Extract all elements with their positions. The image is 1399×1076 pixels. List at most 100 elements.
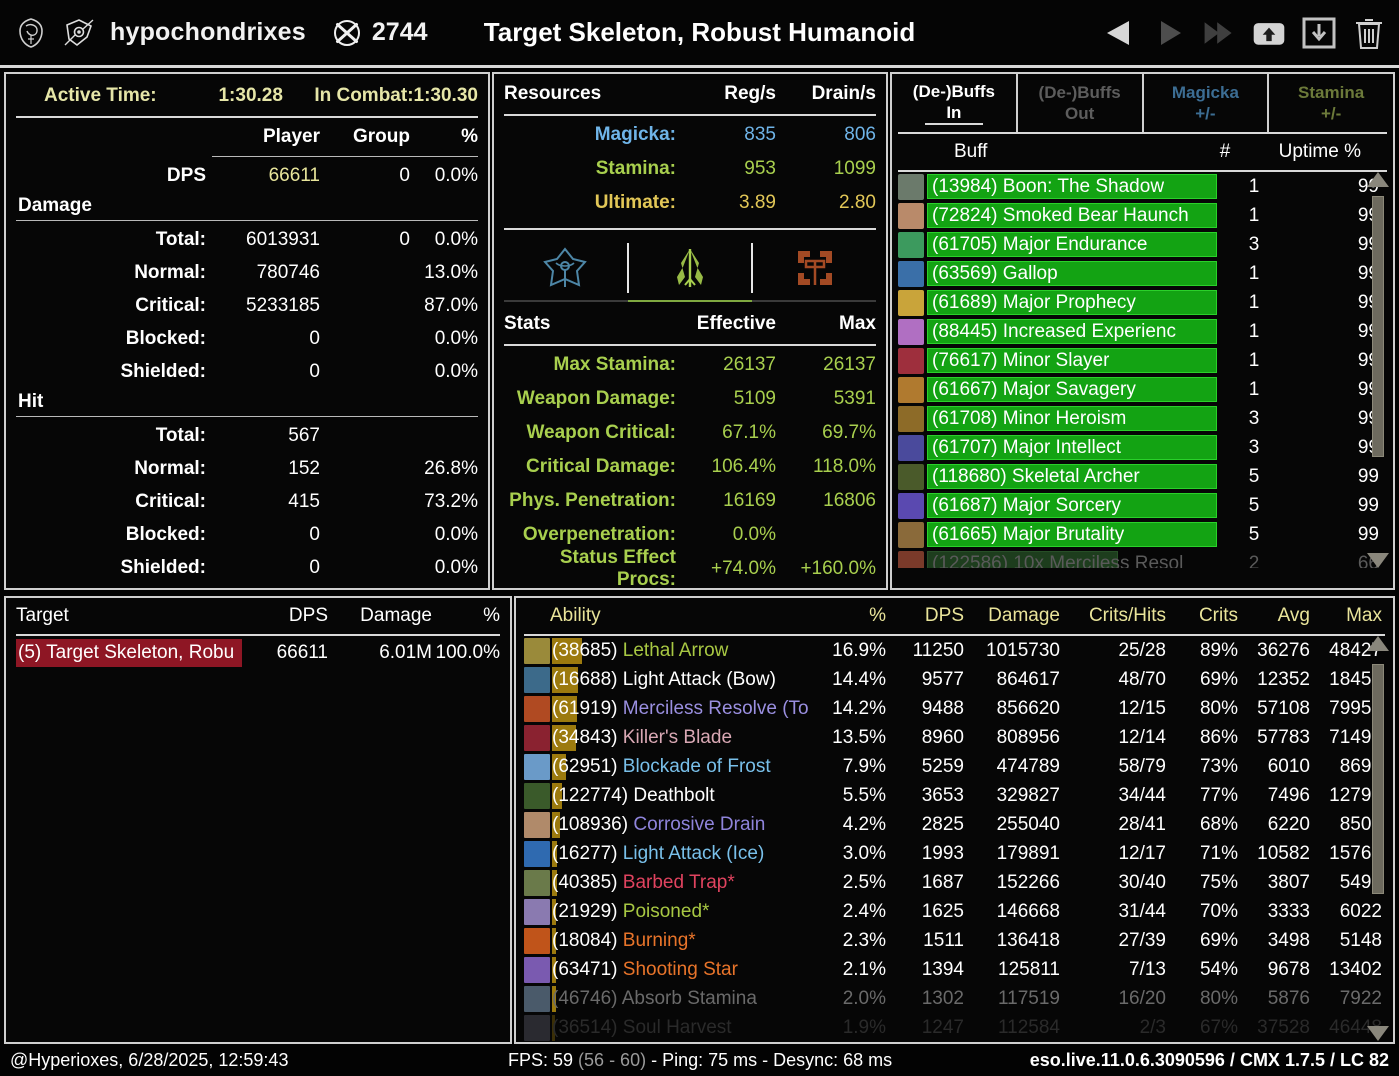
buff-row[interactable]: (61707) Major Intellect 3 99 xyxy=(892,433,1393,462)
ability-row[interactable]: (63471) Shooting Star 2.1% 1394 125811 7/13 5… xyxy=(516,955,1393,984)
buff-name: (63569) Gallop xyxy=(932,262,1058,284)
buff-icon xyxy=(898,260,924,287)
stat-max: +160.0% xyxy=(800,558,876,579)
tab-debuffs-in[interactable]: (De-)Buffs In xyxy=(892,74,1018,132)
shadow-skill-icon[interactable] xyxy=(504,240,627,296)
ability-row[interactable]: (16688) Light Attack (Bow) 14.4% 9577 86461… xyxy=(516,665,1393,694)
ability-damage: 179891 xyxy=(996,842,1060,864)
buff-row[interactable]: (88445) Increased Experienc 1 99 xyxy=(892,317,1393,346)
tab-debuffs-out[interactable]: (De-)Buffs Out xyxy=(1018,74,1144,132)
upload-folder-icon[interactable] xyxy=(1251,15,1287,51)
buff-uptime-fill xyxy=(927,522,1217,547)
ability-crits-hits: 30/40 xyxy=(1118,871,1166,893)
scroll-down-arrow[interactable] xyxy=(1367,553,1389,568)
ability-damage: 329827 xyxy=(996,784,1060,806)
scroll-track[interactable] xyxy=(1372,189,1384,551)
ability-name: Soul Harvest xyxy=(622,1016,732,1038)
ability-crits: 69% xyxy=(1199,668,1238,690)
ability-row[interactable]: (36514) Soul Harvest 1.9% 1247 112584 2/3 67%… xyxy=(516,1013,1393,1041)
scroll-thumb[interactable] xyxy=(1372,196,1384,457)
stat-label: Critical Damage: xyxy=(526,456,676,477)
col-player: Player xyxy=(262,126,320,147)
ability-crits: 68% xyxy=(1199,813,1238,835)
ability-row[interactable]: (34843) Killer's Blade 13.5% 8960 808956 12/… xyxy=(516,723,1393,752)
buff-uptime-bar: (61667) Major Savagery xyxy=(927,377,1217,402)
ability-row[interactable]: (18084) Burning* 2.3% 1511 136418 27/39 69% 34… xyxy=(516,926,1393,955)
previous-fight-button[interactable] xyxy=(1101,15,1137,51)
buff-row[interactable]: (61667) Major Savagery 1 99 xyxy=(892,375,1393,404)
ability-row[interactable]: (40385) Barbed Trap* 2.5% 1687 152266 30/40 7… xyxy=(516,868,1393,897)
stat-label: Weapon Critical: xyxy=(526,422,676,443)
ability-row[interactable]: (61919) Merciless Resolve (To 14.2% 9488 85… xyxy=(516,694,1393,723)
target-row[interactable]: (5) Target Skeleton, Robu 66611 6.01M 100.0… xyxy=(6,636,510,670)
buff-uptime-fill xyxy=(927,261,1217,286)
buff-uptime-fill xyxy=(927,493,1217,518)
buff-name: (61665) Major Brutality xyxy=(932,523,1125,545)
buff-row[interactable]: (61665) Major Brutality 5 99 xyxy=(892,520,1393,549)
target-dps: 66611 xyxy=(276,642,328,663)
ability-list[interactable]: (38685) Lethal Arrow 16.9% 11250 1015730 25/… xyxy=(516,636,1393,1041)
tab-magicka[interactable]: Magicka +/- xyxy=(1144,74,1270,132)
ability-row[interactable]: (62951) Blockade of Frost 7.9% 5259 474789 5… xyxy=(516,752,1393,781)
buff-uptime-bar: (61665) Major Brutality xyxy=(927,522,1217,547)
bow-skill-icon[interactable] xyxy=(629,240,752,296)
ability-row[interactable]: (108936) Corrosive Drain 4.2% 2825 255040 28… xyxy=(516,810,1393,839)
ability-row[interactable]: (46746) Absorb Stamina 2.0% 1302 117519 16/2… xyxy=(516,984,1393,1013)
ability-scrollbar[interactable] xyxy=(1365,636,1391,1041)
buff-row[interactable]: (61687) Major Sorcery 5 99 xyxy=(892,491,1393,520)
scroll-down-arrow[interactable] xyxy=(1367,1026,1389,1041)
buff-row[interactable]: (122586) 10x Merciless Resol 2 66 xyxy=(892,549,1393,568)
ability-name-bar: (46746) Absorb Stamina xyxy=(552,985,820,1012)
target-column-headers: Target DPS Damage % xyxy=(6,598,510,634)
ability-avg: 57108 xyxy=(1257,697,1310,719)
buff-row[interactable]: (72824) Smoked Bear Haunch 1 99 xyxy=(892,201,1393,230)
ability-row[interactable]: (38685) Lethal Arrow 16.9% 11250 1015730 25/… xyxy=(516,636,1393,665)
tab-label-line1: (De-)Buffs xyxy=(912,81,995,101)
scroll-up-arrow[interactable] xyxy=(1367,172,1389,187)
damage-player: 0 xyxy=(309,360,320,382)
last-fight-button[interactable] xyxy=(1201,15,1237,51)
buff-row[interactable]: (13984) Boon: The Shadow 1 99 xyxy=(892,172,1393,201)
save-download-icon[interactable] xyxy=(1301,15,1337,51)
scroll-track[interactable] xyxy=(1372,653,1384,1024)
buff-list[interactable]: (13984) Boon: The Shadow 1 99 (72824) Smoke… xyxy=(892,172,1393,568)
target-rows[interactable]: (5) Target Skeleton, Robu 66611 6.01M 100.0… xyxy=(6,636,510,670)
ability-icon xyxy=(524,695,550,722)
ability-name-bar: (63471) Shooting Star xyxy=(552,956,820,983)
trap-skill-icon[interactable] xyxy=(753,240,876,296)
ability-icon xyxy=(524,811,550,838)
divider xyxy=(16,416,478,417)
damage-player: 5233185 xyxy=(246,294,320,316)
buff-column-headers: Buff # Uptime % xyxy=(892,134,1393,170)
tab-stamina[interactable]: Stamina +/- xyxy=(1269,74,1393,132)
scroll-thumb[interactable] xyxy=(1372,664,1384,895)
ability-crits: 86% xyxy=(1199,726,1238,748)
buff-row[interactable]: (61689) Major Prophecy 1 99 xyxy=(892,288,1393,317)
stat-label: Overpenetration: xyxy=(522,524,676,545)
session-info: @Hyperioxes, 6/28/2025, 12:59:43 xyxy=(10,1049,289,1070)
buff-scrollbar[interactable] xyxy=(1365,172,1391,568)
ability-row[interactable]: (21929) Poisoned* 2.4% 1625 146668 31/44 70% 3… xyxy=(516,897,1393,926)
buff-row[interactable]: (61705) Major Endurance 3 99 xyxy=(892,230,1393,259)
dps-row: DPS 66611 0 0.0% xyxy=(16,159,478,192)
ability-max: 8691 xyxy=(1339,755,1382,777)
ability-crits-hits: 12/14 xyxy=(1118,726,1166,748)
scroll-up-arrow[interactable] xyxy=(1367,636,1389,651)
divider xyxy=(626,243,629,293)
ability-label: (16277) Light Attack (Ice) xyxy=(552,843,764,865)
ability-avg: 36276 xyxy=(1257,639,1310,661)
buff-row[interactable]: (61708) Minor Heroism 3 99 xyxy=(892,404,1393,433)
ability-name: Absorb Stamina xyxy=(621,987,757,1009)
ability-row[interactable]: (122774) Deathbolt 5.5% 3653 329827 34/44 77%… xyxy=(516,781,1393,810)
hit-label: Total: xyxy=(155,424,206,446)
buff-row[interactable]: (76617) Minor Slayer 1 99 xyxy=(892,346,1393,375)
ability-avg: 3498 xyxy=(1267,929,1310,951)
trash-icon[interactable] xyxy=(1351,15,1387,51)
buff-row[interactable]: (63569) Gallop 1 99 xyxy=(892,259,1393,288)
buff-row[interactable]: (118680) Skeletal Archer 5 99 xyxy=(892,462,1393,491)
next-fight-button[interactable] xyxy=(1151,15,1187,51)
ability-avg: 12352 xyxy=(1257,668,1310,690)
buff-uptime-fill xyxy=(927,377,1217,402)
damage-rows: Total: 6013931 0 0.0% Normal: 780746 13.0% Crit… xyxy=(16,223,478,388)
ability-row[interactable]: (16277) Light Attack (Ice) 3.0% 1993 179891… xyxy=(516,839,1393,868)
